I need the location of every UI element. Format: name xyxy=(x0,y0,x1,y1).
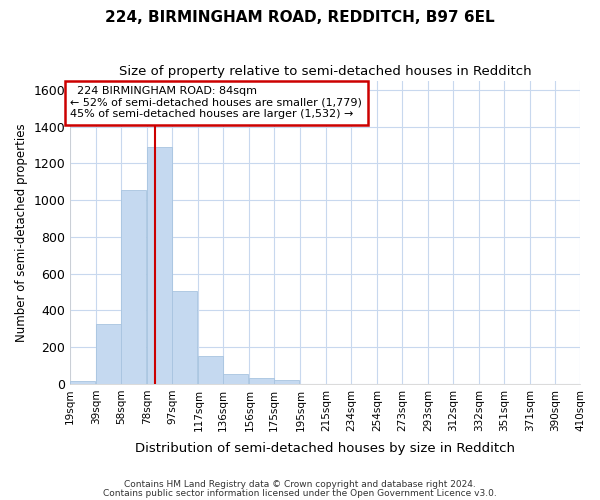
X-axis label: Distribution of semi-detached houses by size in Redditch: Distribution of semi-detached houses by … xyxy=(135,442,515,455)
Bar xyxy=(148,146,172,384)
Bar xyxy=(121,190,146,384)
Y-axis label: Number of semi-detached properties: Number of semi-detached properties xyxy=(15,123,28,342)
Bar xyxy=(199,356,223,384)
Bar xyxy=(223,374,248,384)
Bar xyxy=(97,324,121,384)
Bar xyxy=(274,380,299,384)
Text: Contains HM Land Registry data © Crown copyright and database right 2024.: Contains HM Land Registry data © Crown c… xyxy=(124,480,476,489)
Text: 224, BIRMINGHAM ROAD, REDDITCH, B97 6EL: 224, BIRMINGHAM ROAD, REDDITCH, B97 6EL xyxy=(105,10,495,25)
Bar xyxy=(172,291,197,384)
Title: Size of property relative to semi-detached houses in Redditch: Size of property relative to semi-detach… xyxy=(119,65,532,78)
Bar xyxy=(250,378,274,384)
Bar xyxy=(70,381,95,384)
Text: Contains public sector information licensed under the Open Government Licence v3: Contains public sector information licen… xyxy=(103,488,497,498)
Text: 224 BIRMINGHAM ROAD: 84sqm  
← 52% of semi-detached houses are smaller (1,779)
4: 224 BIRMINGHAM ROAD: 84sqm ← 52% of semi… xyxy=(70,86,362,120)
